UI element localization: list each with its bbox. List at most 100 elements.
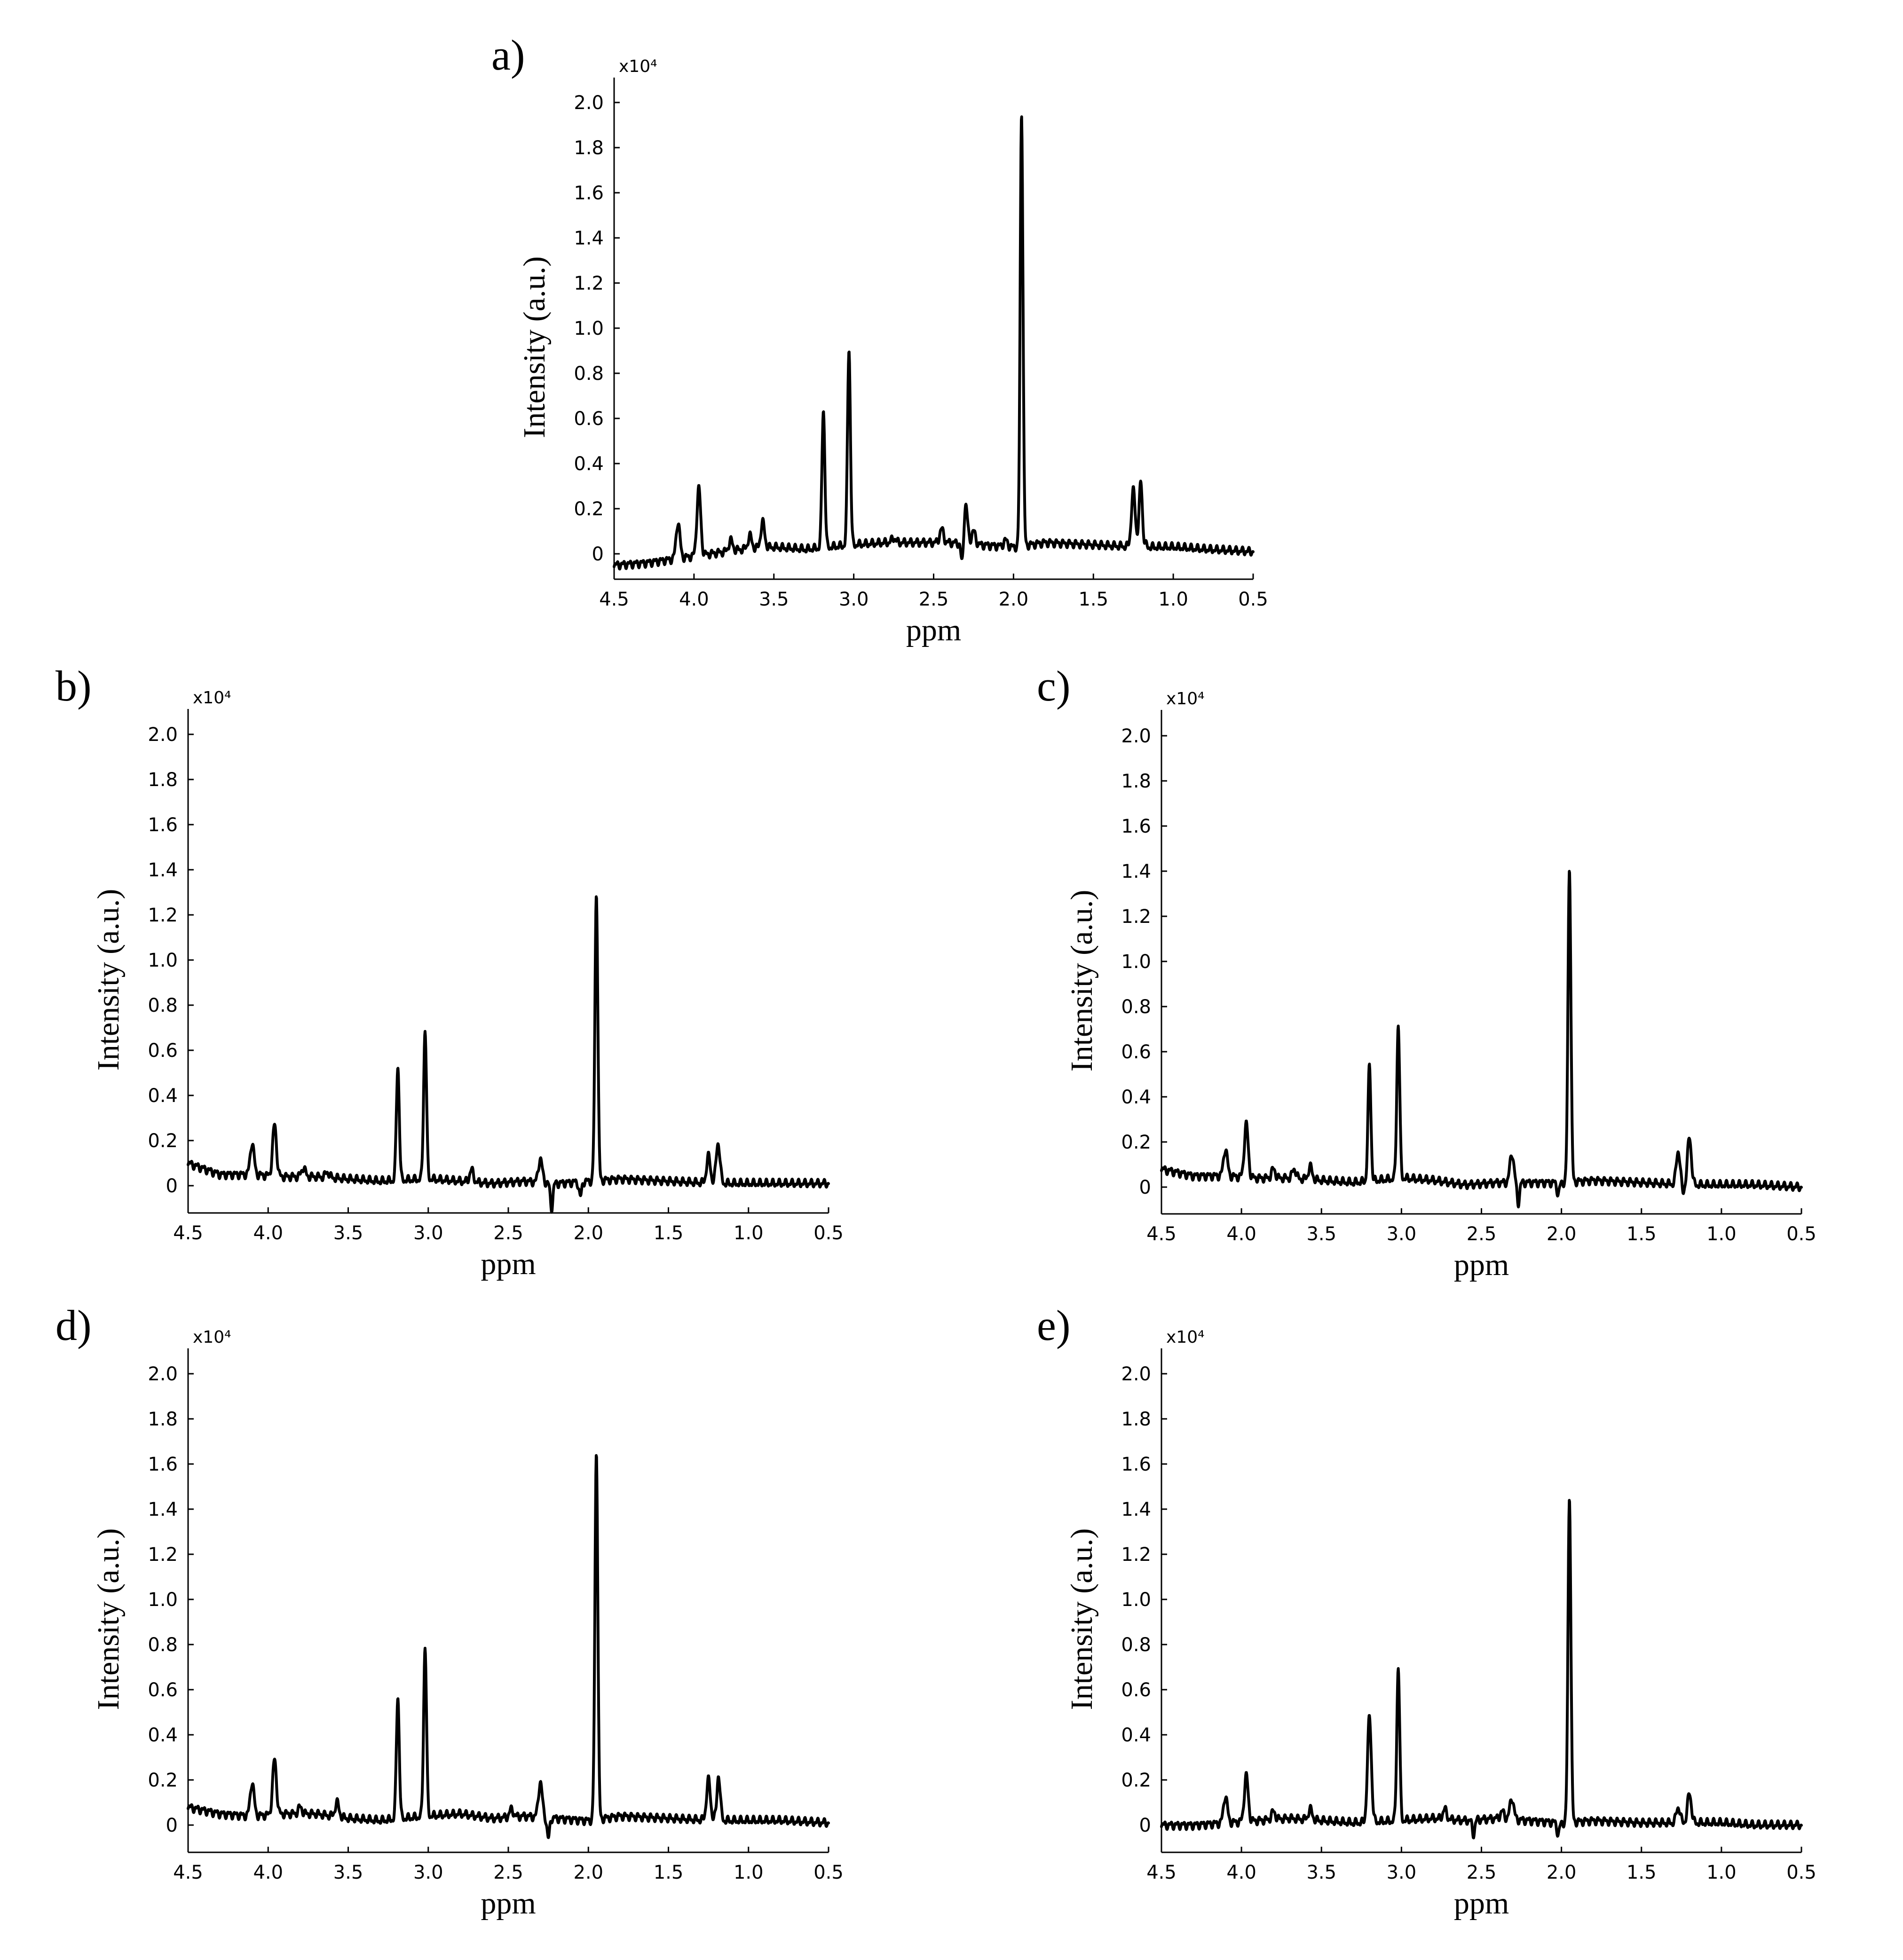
y-tick-label: 1.2 — [148, 905, 178, 926]
y-multiplier-label: x10⁴ — [193, 1328, 231, 1347]
y-tick-label: 1.0 — [1121, 1589, 1151, 1611]
x-tick-label: 3.0 — [413, 1862, 443, 1883]
y-tick-label: 0.6 — [574, 408, 604, 430]
panel-letter: b) — [55, 662, 92, 710]
y-tick-label: 0.2 — [148, 1770, 178, 1791]
x-tick-label: 4.5 — [599, 589, 629, 610]
y-tick-label: 0 — [1139, 1815, 1151, 1836]
x-tick-label: 0.5 — [1786, 1223, 1816, 1245]
y-tick-label: 1.0 — [148, 950, 178, 971]
x-tick-label: 4.0 — [1226, 1862, 1256, 1883]
x-axis-title: ppm — [481, 1886, 536, 1921]
x-tick-label: 3.0 — [413, 1222, 443, 1244]
x-axis-title: ppm — [481, 1247, 536, 1281]
y-tick-label: 0.8 — [1121, 996, 1151, 1018]
x-tick-label: 1.0 — [734, 1222, 764, 1244]
spectrum-panel-1: a) x10⁴ 0 0.2 0.4 0.6 0.8 1.0 1.2 1.4 1.6 1.8 2.0 4.5… — [491, 31, 1268, 647]
x-tick-label: 2.0 — [1547, 1862, 1577, 1883]
x-tick-label: 3.5 — [333, 1862, 363, 1883]
x-tick-label: 1.0 — [1706, 1862, 1737, 1883]
spectrum-panel-3: c) x10⁴ 0 0.2 0.4 0.6 0.8 1.0 1.2 1.4 1.6 1.8 2.0 4.5… — [1037, 662, 1816, 1282]
x-tick-label: 3.5 — [759, 589, 789, 610]
y-tick-label: 0.4 — [148, 1085, 178, 1107]
spectrum-line — [1160, 870, 1803, 1209]
x-tick-label: 4.5 — [1146, 1862, 1177, 1883]
x-tick-label: 2.0 — [1547, 1223, 1577, 1245]
y-tick-label: 0.8 — [148, 995, 178, 1016]
x-tick-label: 2.0 — [999, 589, 1029, 610]
y-tick-label: 0 — [1139, 1177, 1151, 1198]
panel-letter: c) — [1037, 662, 1070, 710]
y-tick-label: 1.6 — [1121, 1454, 1151, 1475]
x-axis-title: ppm — [1454, 1248, 1509, 1282]
y-tick-label: 0 — [166, 1815, 178, 1836]
x-tick-label: 2.5 — [919, 589, 949, 610]
y-tick-label: 1.8 — [148, 769, 178, 791]
x-tick-label: 1.5 — [1627, 1223, 1657, 1245]
x-tick-label: 3.0 — [1387, 1862, 1417, 1883]
y-multiplier-label: x10⁴ — [619, 57, 657, 76]
x-tick-label: 3.0 — [1387, 1223, 1417, 1245]
x-tick-label: 3.5 — [1306, 1862, 1336, 1883]
x-tick-label: 1.5 — [654, 1862, 684, 1883]
x-tick-label: 2.5 — [1467, 1223, 1497, 1245]
y-tick-label: 1.6 — [574, 182, 604, 204]
y-axis-title: Intensity (a.u.) — [1065, 1528, 1099, 1710]
spectrum-line — [187, 1454, 830, 1839]
spectrum-panel-4: d) x10⁴ 0 0.2 0.4 0.6 0.8 1.0 1.2 1.4 1.6 1.8 2.0 4.5… — [55, 1301, 844, 1921]
y-tick-label: 0.2 — [1121, 1770, 1151, 1791]
y-multiplier-label: x10⁴ — [193, 688, 231, 708]
x-tick-label: 3.5 — [333, 1222, 363, 1244]
y-multiplier-label: x10⁴ — [1166, 689, 1205, 708]
y-tick-label: 0.8 — [574, 363, 604, 385]
y-axis-title: Intensity (a.u.) — [1065, 890, 1099, 1072]
y-tick-label: 1.8 — [1121, 771, 1151, 792]
spectrum-line — [187, 895, 830, 1214]
x-tick-label: 4.5 — [173, 1222, 203, 1244]
spectrum-line — [1160, 1499, 1803, 1840]
spectrum-panel-2: b) x10⁴ 0 0.2 0.4 0.6 0.8 1.0 1.2 1.4 1.6 1.8 2.0 4.5… — [55, 662, 844, 1281]
y-tick-label: 1.8 — [1121, 1409, 1151, 1430]
y-tick-label: 1.2 — [1121, 1544, 1151, 1566]
y-tick-label: 1.4 — [1121, 1499, 1151, 1520]
y-tick-label: 1.0 — [1121, 951, 1151, 973]
x-axis-title: ppm — [906, 613, 961, 647]
y-tick-label: 0.4 — [148, 1724, 178, 1746]
y-tick-label: 1.8 — [148, 1409, 178, 1430]
x-tick-label: 1.0 — [1706, 1223, 1737, 1245]
y-axis-title: Intensity (a.u.) — [517, 256, 552, 438]
y-tick-label: 0.6 — [148, 1679, 178, 1701]
y-tick-label: 0.2 — [148, 1130, 178, 1152]
y-tick-label: 0.6 — [1121, 1041, 1151, 1063]
y-tick-label: 0.8 — [1121, 1634, 1151, 1656]
y-axis-title: Intensity (a.u.) — [91, 889, 126, 1071]
y-tick-label: 1.0 — [574, 318, 604, 339]
y-tick-label: 0.2 — [1121, 1132, 1151, 1153]
x-tick-label: 2.0 — [573, 1862, 603, 1883]
panel-letter: a) — [491, 31, 525, 79]
x-tick-label: 4.5 — [173, 1862, 203, 1883]
y-tick-label: 1.4 — [1121, 861, 1151, 882]
x-tick-label: 4.5 — [1146, 1223, 1177, 1245]
y-tick-label: 0.2 — [574, 498, 604, 520]
x-tick-label: 0.5 — [1238, 589, 1268, 610]
x-tick-label: 1.0 — [1158, 589, 1188, 610]
x-tick-label: 1.0 — [734, 1862, 764, 1883]
panel-letter: d) — [55, 1301, 92, 1349]
panel-letter: e) — [1037, 1301, 1070, 1349]
x-tick-label: 4.0 — [1226, 1223, 1256, 1245]
y-tick-label: 2.0 — [148, 1363, 178, 1385]
y-tick-label: 1.6 — [1121, 816, 1151, 837]
spectrum-line — [613, 115, 1255, 571]
y-tick-label: 0 — [166, 1175, 178, 1197]
x-tick-label: 1.5 — [654, 1222, 684, 1244]
y-tick-label: 0.4 — [1121, 1086, 1151, 1108]
y-multiplier-label: x10⁴ — [1166, 1328, 1205, 1347]
y-tick-label: 0.4 — [574, 453, 604, 475]
y-tick-label: 2.0 — [1121, 725, 1151, 747]
y-tick-label: 2.0 — [574, 92, 604, 114]
y-tick-label: 1.4 — [574, 228, 604, 249]
y-tick-label: 1.6 — [148, 1454, 178, 1475]
y-tick-label: 1.8 — [574, 137, 604, 159]
